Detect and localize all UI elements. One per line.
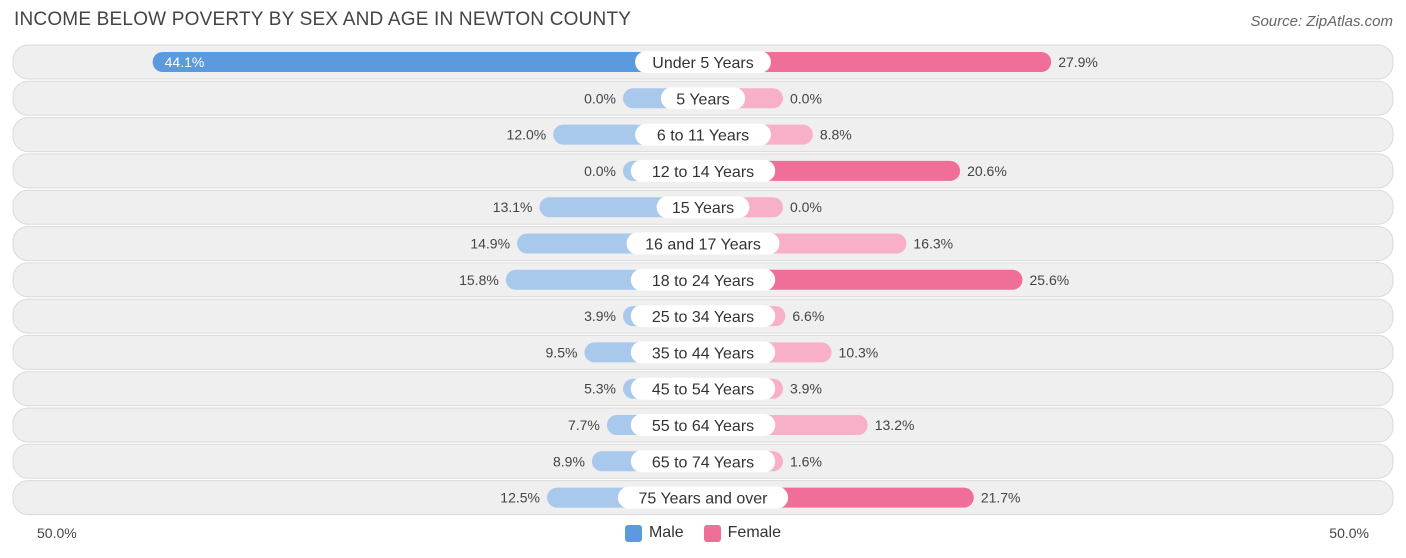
category-pill — [635, 51, 771, 73]
male-value-label: 44.1% — [165, 54, 205, 70]
category-pill — [630, 305, 776, 328]
category-pill — [630, 341, 776, 364]
category-label: 35 to 44 Years — [652, 345, 754, 362]
female-value-label: 16.3% — [913, 236, 953, 252]
chart-title: Income Below Poverty by Sex and Age in N… — [14, 9, 632, 30]
category-pill — [660, 87, 746, 110]
male-value-label: 8.9% — [553, 453, 585, 469]
legend: Male Female — [0, 524, 1406, 542]
female-value-label: 21.7% — [981, 490, 1021, 506]
category-pill — [630, 268, 776, 291]
male-value-label: 0.0% — [584, 163, 616, 179]
male-value-label: 14.9% — [470, 236, 510, 252]
female-value-label: 1.6% — [790, 453, 822, 469]
female-value-label: 6.6% — [792, 308, 824, 324]
source-label: Source: ZipAtlas.com — [1250, 13, 1393, 30]
female-bar — [703, 269, 1023, 290]
chart-canvas: 44.1% 27.9% Under 5 Years 0.0% 0.0% 5 Years 12… — [12, 44, 1394, 516]
legend-label-female: Female — [727, 524, 782, 541]
female-value-label: 20.6% — [967, 163, 1007, 179]
category-pill — [630, 450, 776, 473]
category-label: 16 and 17 Years — [645, 237, 761, 254]
category-label: 65 to 74 Years — [652, 454, 754, 471]
category-label: 15 Years — [672, 200, 734, 217]
category-label: 55 to 64 Years — [652, 418, 754, 435]
male-value-label: 0.0% — [584, 90, 616, 106]
category-pill — [656, 196, 750, 219]
female-bar — [703, 52, 1052, 72]
category-pill — [617, 486, 789, 509]
axis-left-label: 50.0% — [37, 525, 77, 541]
male-value-label: 3.9% — [584, 308, 616, 324]
female-value-label: 13.2% — [875, 417, 915, 433]
female-value-label: 3.9% — [790, 381, 822, 397]
category-label: 25 to 34 Years — [652, 309, 754, 326]
legend-swatch-female — [703, 524, 721, 542]
category-pill — [630, 414, 776, 436]
male-value-label: 12.0% — [507, 127, 547, 143]
male-value-label: 7.7% — [568, 417, 600, 433]
legend-label-male: Male — [648, 524, 684, 541]
female-value-label: 8.8% — [820, 127, 852, 143]
male-value-label: 9.5% — [546, 344, 578, 360]
legend-item-male[interactable]: Male — [624, 524, 684, 542]
female-value-label: 10.3% — [839, 344, 879, 360]
male-value-label: 15.8% — [459, 272, 499, 288]
category-pill — [635, 123, 771, 146]
category-pill — [630, 377, 776, 400]
legend-swatch-male — [624, 524, 642, 542]
category-label: 45 to 54 Years — [652, 382, 754, 399]
category-label: 18 to 24 Years — [652, 273, 754, 290]
legend-item-female[interactable]: Female — [703, 524, 782, 542]
category-pill — [626, 232, 780, 255]
male-value-label: 5.3% — [584, 381, 616, 397]
female-value-label: 25.6% — [1029, 272, 1069, 288]
female-value-label: 0.0% — [790, 199, 822, 215]
female-value-label: 27.9% — [1058, 54, 1098, 70]
male-value-label: 12.5% — [500, 490, 540, 506]
axis-right-label: 50.0% — [1329, 525, 1369, 541]
category-label: 5 Years — [676, 91, 729, 108]
category-label: Under 5 Years — [652, 55, 753, 72]
category-label: 12 to 14 Years — [652, 164, 754, 181]
category-label: 6 to 11 Years — [657, 128, 749, 145]
male-bar — [152, 52, 703, 72]
category-label: 75 Years and over — [639, 491, 769, 508]
male-value-label: 13.1% — [493, 199, 533, 215]
category-pill — [630, 159, 776, 182]
female-value-label: 0.0% — [790, 90, 822, 106]
